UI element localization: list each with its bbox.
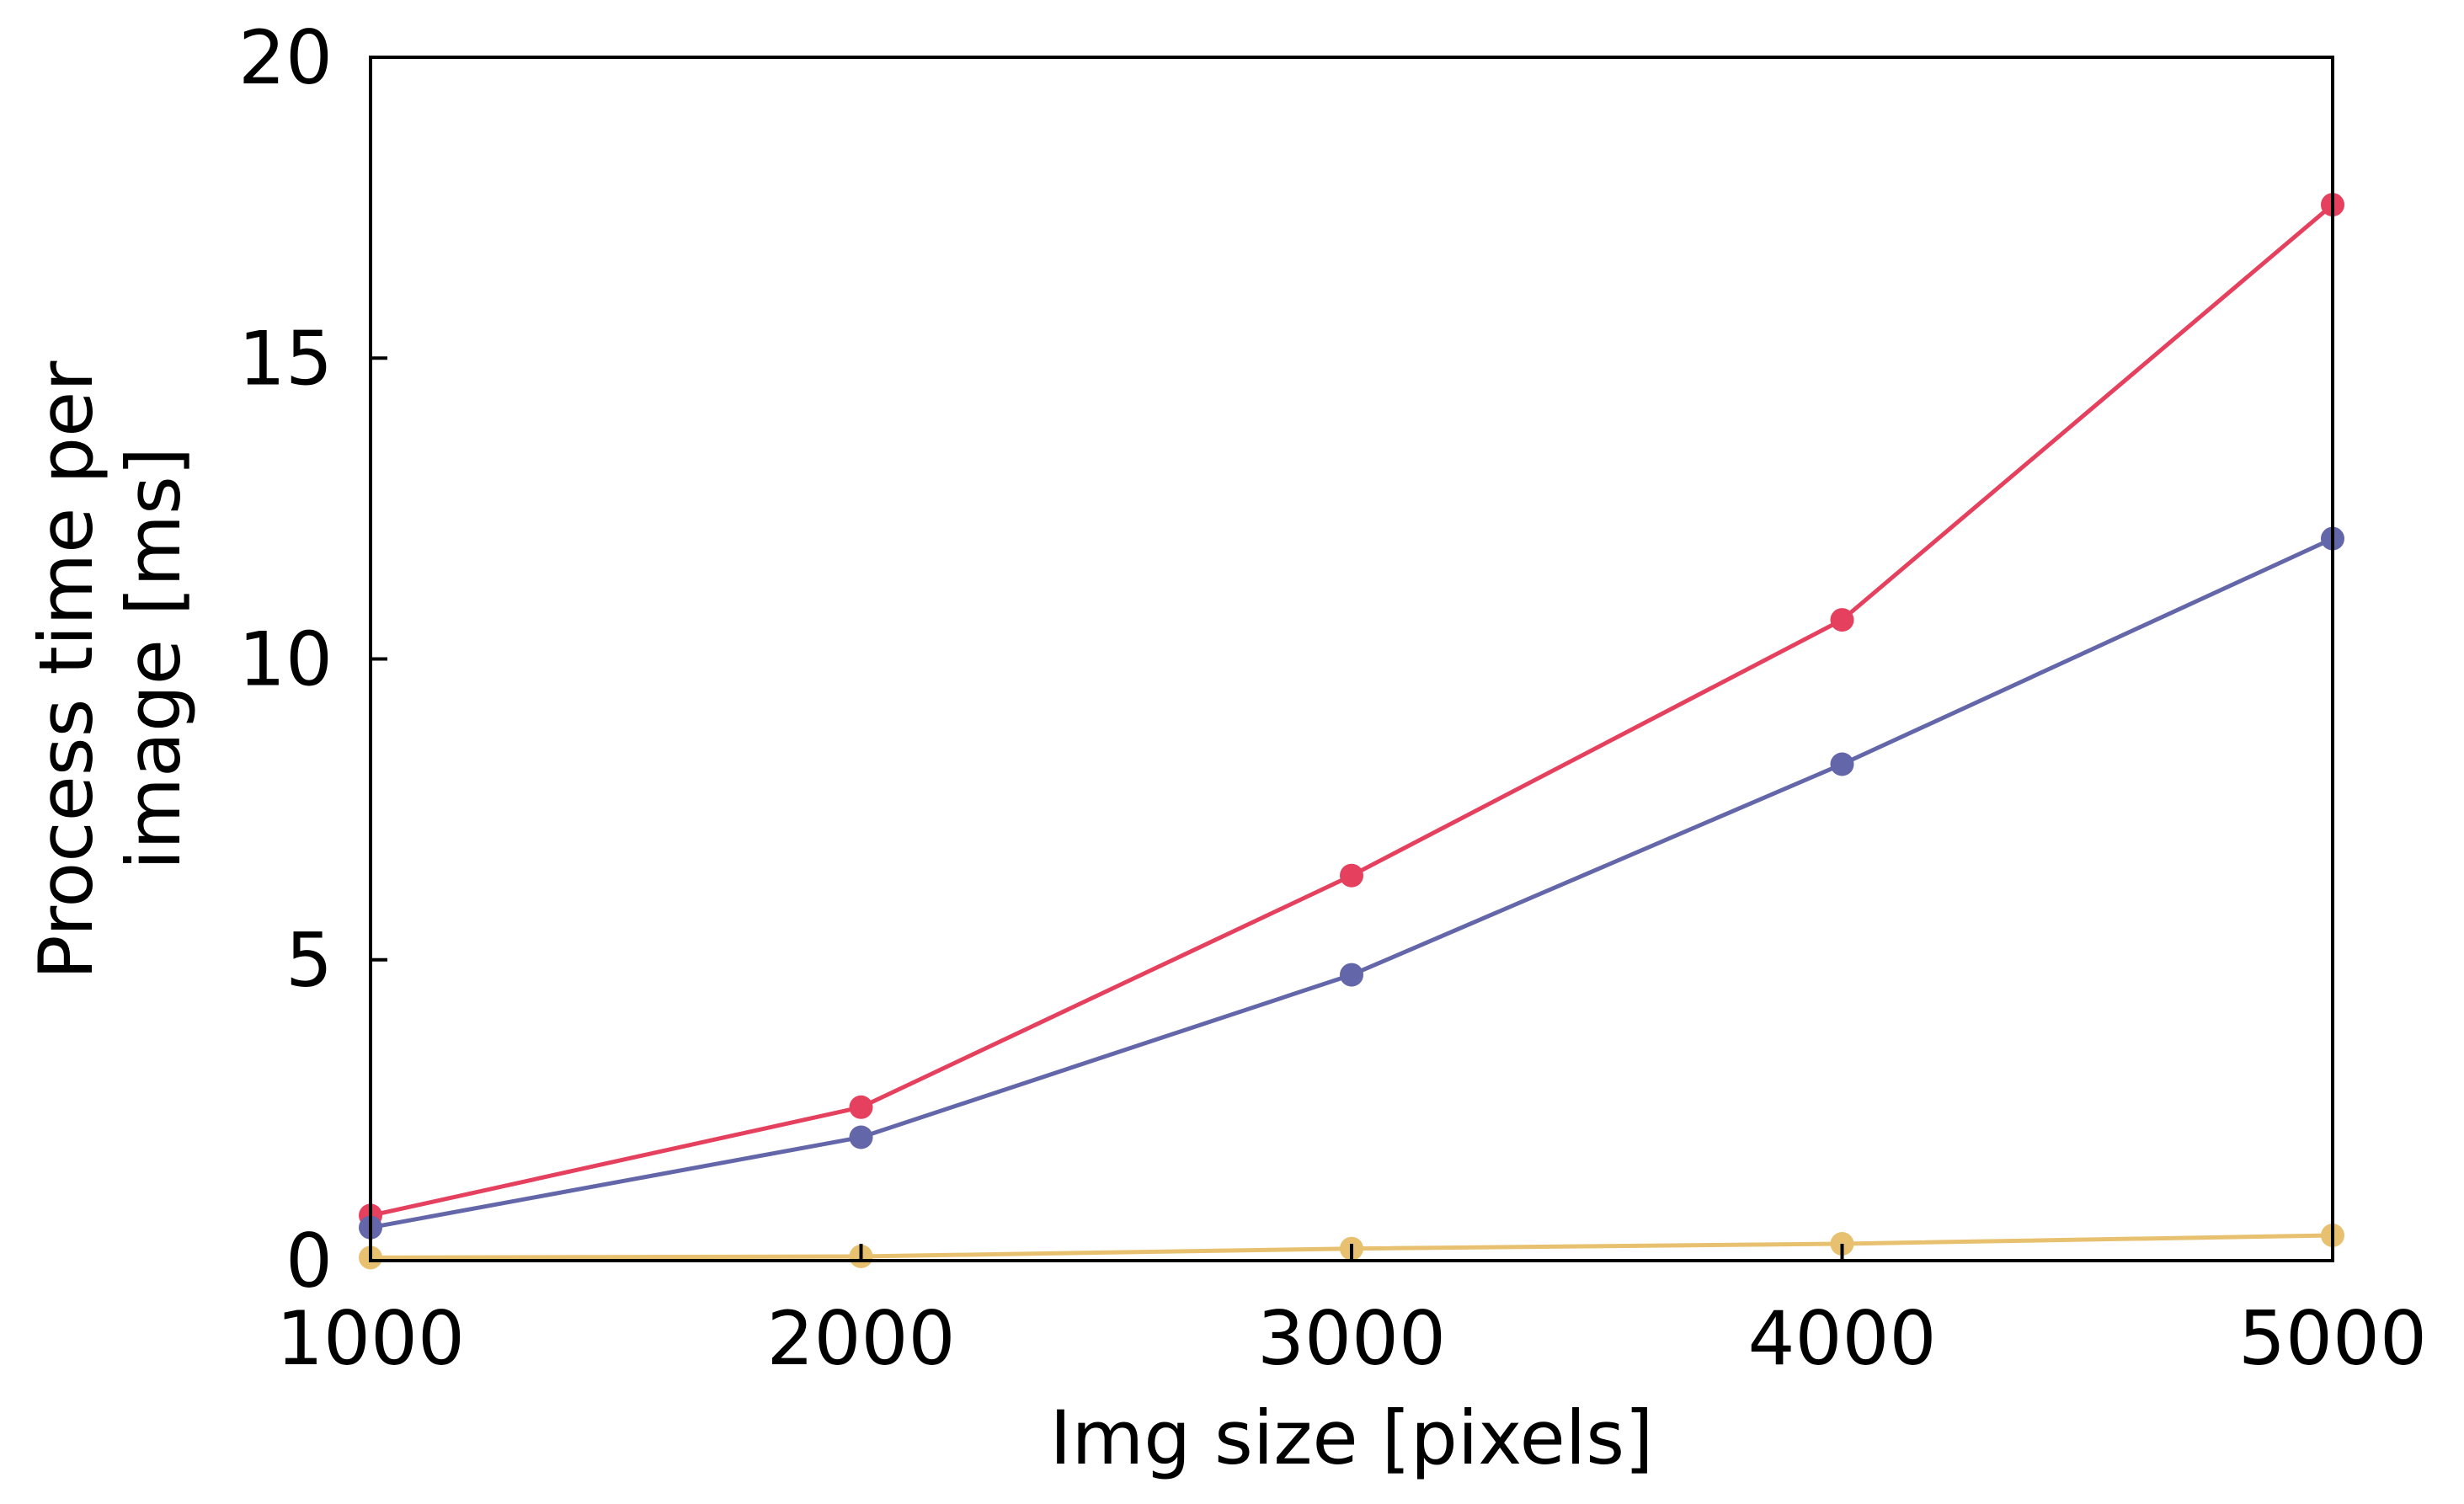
x-tick-label: 2000: [767, 1295, 956, 1382]
plot-area-frame: [369, 56, 2334, 1262]
ticks-layer: 1000 2000 3000 4000 5000 0 5 10 15 20: [238, 14, 2427, 1382]
x-tick-label: 1000: [276, 1295, 465, 1382]
series-1-point: [1340, 863, 1363, 888]
series-2-point: [1340, 963, 1363, 987]
series-1-point: [1830, 608, 1854, 632]
series-1: [359, 193, 2344, 1228]
y-axis-label: Process time per image [ms]: [23, 338, 197, 980]
y-axis-label-line-2: image [ms]: [110, 447, 197, 870]
series-2-point: [849, 1125, 873, 1149]
y-tick-label: 0: [285, 1218, 333, 1304]
y-tick-label: 20: [238, 14, 333, 101]
y-tick-label: 15: [238, 315, 333, 402]
y-tick-label: 10: [238, 616, 333, 703]
series-2-point: [1830, 752, 1854, 776]
y-tick-label: 5: [285, 917, 333, 1004]
series-1-line: [370, 203, 2334, 1218]
x-axis-label: Img size [pixels]: [1050, 1395, 1654, 1481]
x-tick-label: 4000: [1748, 1295, 1937, 1382]
series-layer: [359, 193, 2344, 1270]
series-1-point: [849, 1095, 873, 1119]
y-axis-label-line-1: Process time per: [23, 360, 109, 980]
x-tick-label: 5000: [2238, 1295, 2427, 1382]
x-tick-label: 3000: [1257, 1295, 1446, 1382]
